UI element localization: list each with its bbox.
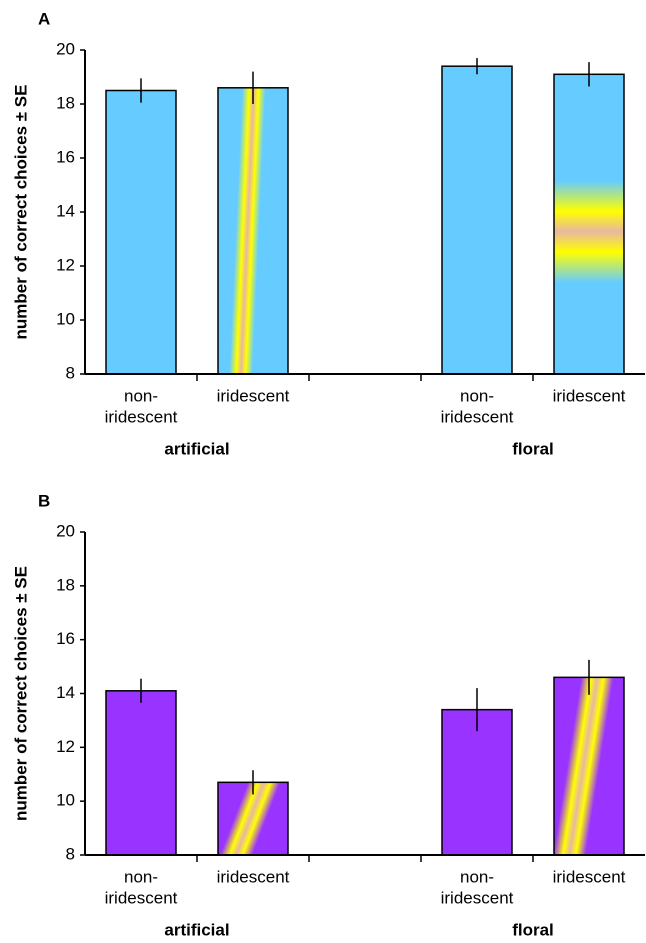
x-tick-label: iridescent [553, 867, 626, 886]
x-tick-label: iridescent [105, 888, 178, 907]
y-axis-label: number of correct choices ± SE [11, 566, 30, 821]
y-tick-label: 20 [56, 39, 75, 58]
bar [105, 690, 177, 856]
bar [217, 87, 289, 375]
bar [553, 676, 625, 856]
panel-label: A [38, 9, 50, 28]
group-label: artificial [164, 920, 229, 939]
y-tick-label: 8 [66, 844, 75, 863]
panel-label: B [38, 491, 50, 510]
bar [105, 89, 177, 375]
y-tick-label: 16 [56, 629, 75, 648]
y-tick-label: 10 [56, 309, 75, 328]
y-tick-label: 14 [56, 683, 75, 702]
y-tick-label: 10 [56, 791, 75, 810]
y-tick-label: 14 [56, 201, 75, 220]
group-label: floral [512, 920, 554, 939]
bar [553, 73, 625, 375]
x-tick-label: non- [460, 867, 494, 886]
y-tick-label: 8 [66, 363, 75, 382]
x-tick-label: iridescent [217, 386, 290, 405]
y-tick-label: 20 [56, 521, 75, 540]
x-tick-label: non- [124, 386, 158, 405]
y-tick-label: 16 [56, 147, 75, 166]
x-tick-label: iridescent [105, 407, 178, 426]
y-tick-label: 12 [56, 737, 75, 756]
bar [441, 65, 513, 375]
group-label: floral [512, 439, 554, 458]
x-tick-label: iridescent [441, 407, 514, 426]
y-axis-label: number of correct choices ± SE [11, 85, 30, 340]
y-tick-label: 18 [56, 93, 75, 112]
group-label: artificial [164, 439, 229, 458]
y-tick-label: 18 [56, 575, 75, 594]
x-tick-label: iridescent [441, 888, 514, 907]
x-tick-label: iridescent [217, 867, 290, 886]
x-tick-label: non- [124, 867, 158, 886]
y-tick-label: 12 [56, 255, 75, 274]
bar [441, 708, 513, 856]
x-tick-label: iridescent [553, 386, 626, 405]
x-tick-label: non- [460, 386, 494, 405]
